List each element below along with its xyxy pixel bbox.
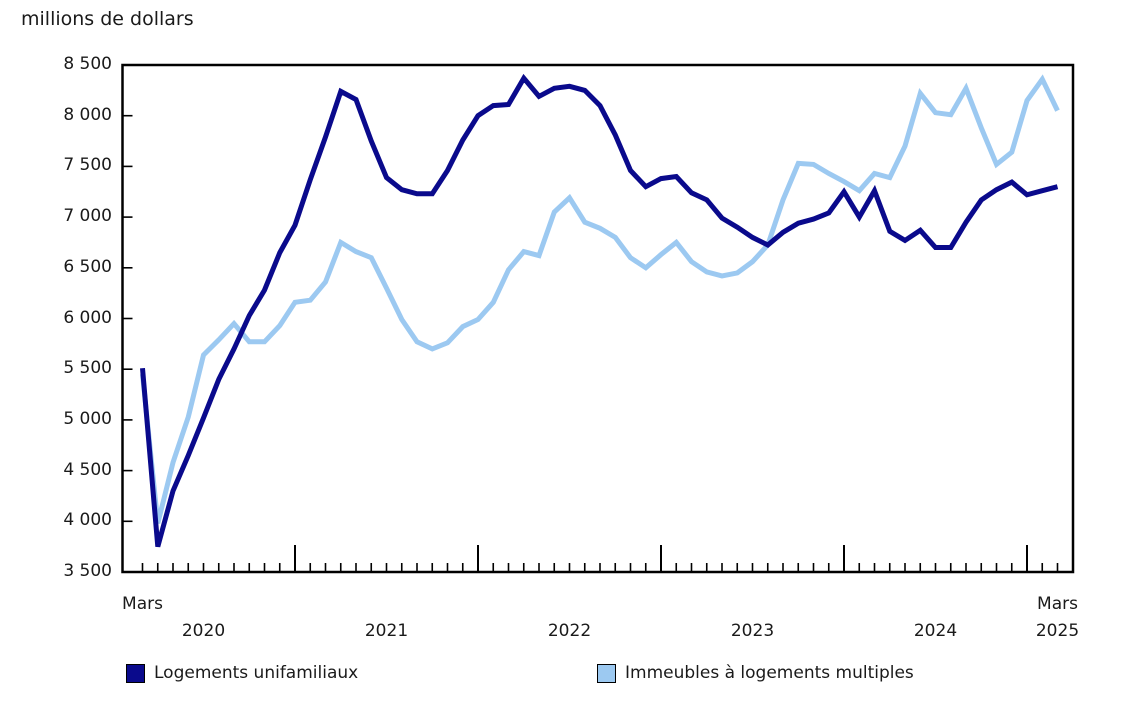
x-axis-start-month-label: Mars [122, 594, 163, 614]
y-axis-label: 4 000 [63, 510, 112, 531]
legend-label: Immeubles à logements multiples [625, 663, 914, 683]
y-axis-label: 4 500 [63, 459, 112, 480]
x-axis-year-label: 2024 [913, 621, 958, 641]
x-axis-year-label: 2022 [547, 621, 592, 641]
y-axis-label: 8 000 [63, 104, 112, 125]
plot-border [121, 63, 1075, 574]
legend-swatch-dark-blue [126, 663, 145, 683]
x-axis-year-label: 2023 [730, 621, 775, 641]
legend-item-unifamiliaux: Logements unifamiliaux [126, 663, 358, 683]
x-axis-end-year-label: 2025 [1035, 621, 1080, 641]
y-axis-label: 5 000 [63, 408, 112, 429]
legend-label: Logements unifamiliaux [154, 663, 359, 683]
y-axis-label: 8 500 [63, 54, 112, 74]
y-axis-label: 7 000 [63, 206, 112, 227]
y-units-label: millions de dollars [21, 8, 194, 30]
y-axis-label: 6 500 [63, 256, 112, 277]
y-axis-label: 6 000 [63, 307, 112, 328]
y-axis-label: 7 500 [63, 155, 112, 176]
y-axis-label: 3 500 [63, 561, 112, 581]
y-axis-label: 5 500 [63, 358, 112, 379]
x-axis-end-month-label: Mars [1037, 594, 1078, 614]
series-line-multiples [140, 74, 1060, 524]
x-axis-year-label: 2020 [181, 621, 226, 641]
series-line-unifamiliaux [140, 73, 1059, 548]
legend-swatch-light-blue [597, 663, 616, 683]
legend-item-multiples: Immeubles à logements multiples [597, 663, 914, 683]
x-axis-year-label: 2021 [364, 621, 409, 641]
